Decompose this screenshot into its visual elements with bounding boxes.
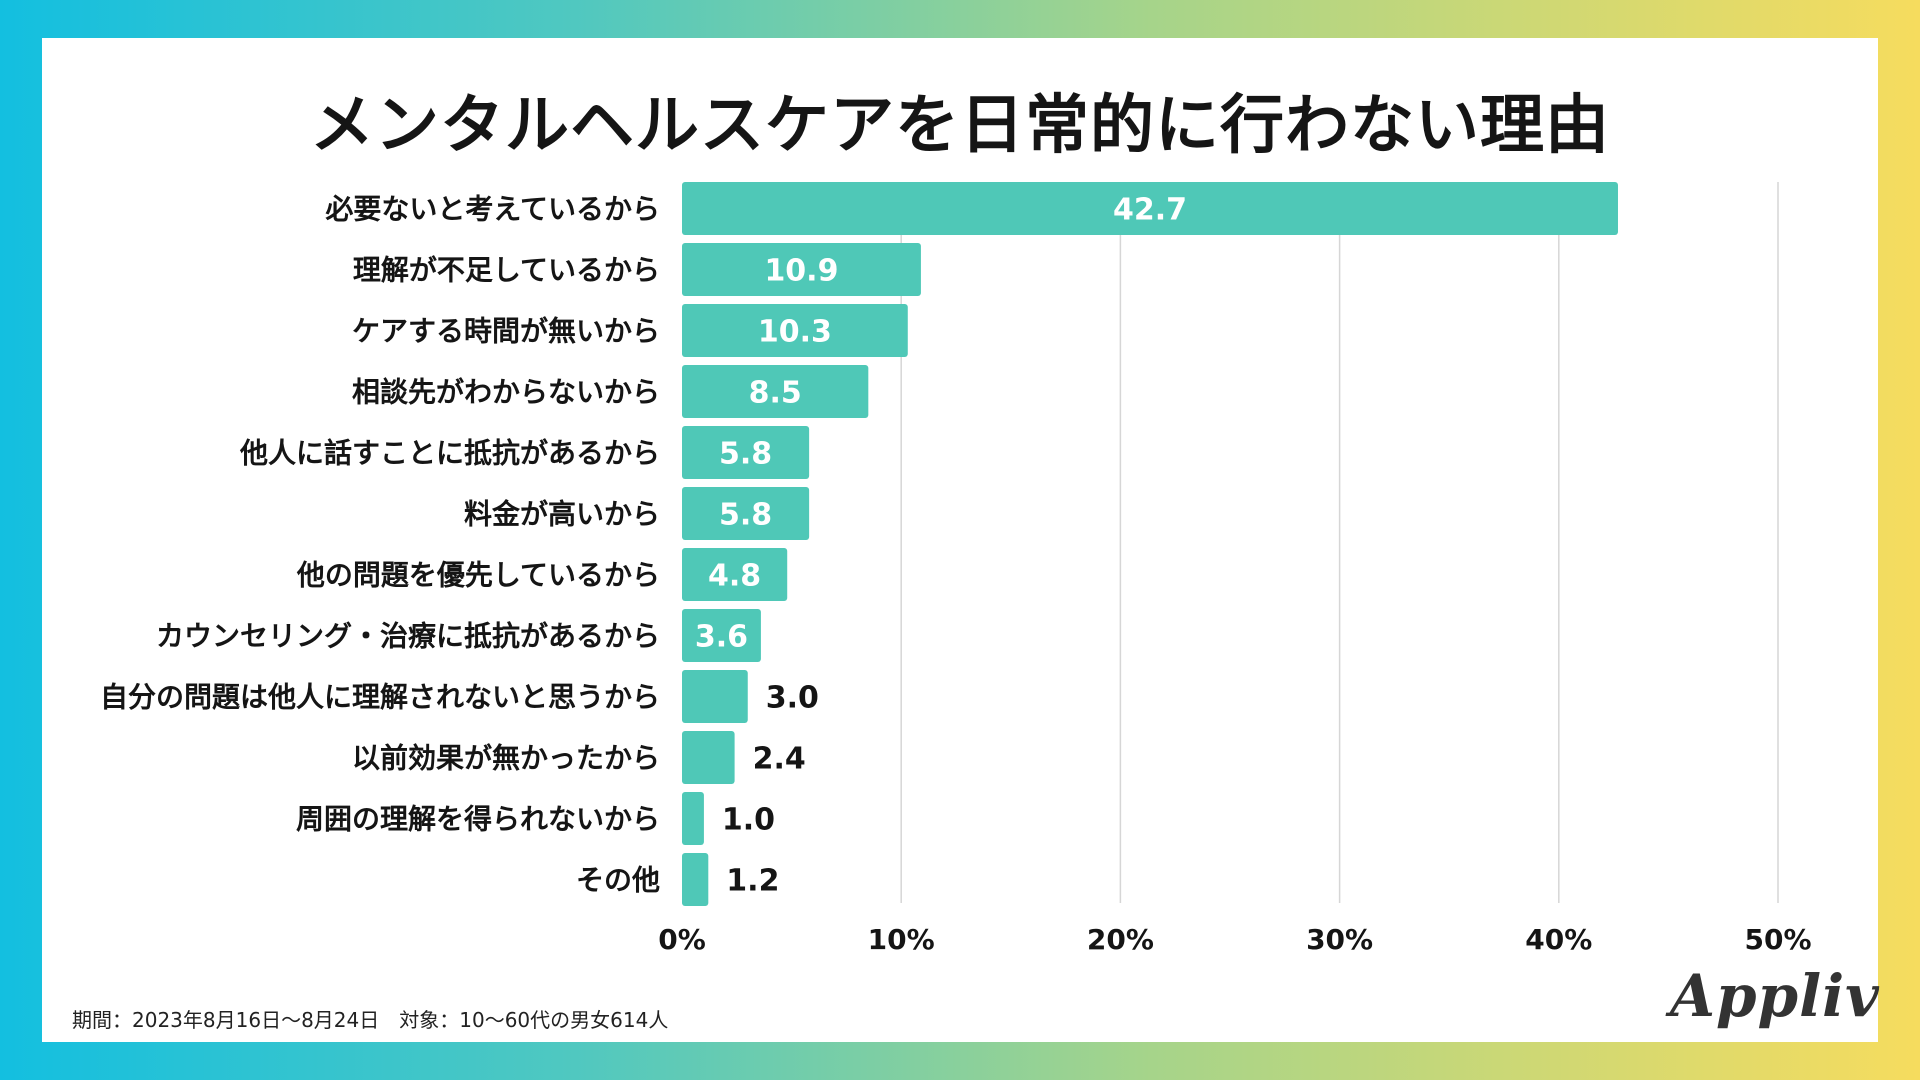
category-label: 他人に話すことに抵抗があるから: [239, 437, 660, 470]
x-tick-label: 30%: [1306, 923, 1373, 956]
bar: [682, 548, 788, 601]
value-label: 2.4: [753, 742, 806, 777]
x-tick-label: 50%: [1744, 923, 1811, 956]
category-label: 料金が高いから: [464, 498, 660, 531]
category-label: 相談先がわからないから: [352, 376, 660, 409]
bar: [682, 731, 735, 784]
x-tick-label: 10%: [868, 923, 935, 956]
bar: [682, 304, 908, 357]
category-label: 周囲の理解を得られないから: [296, 803, 660, 836]
x-tick-label: 0%: [658, 923, 706, 956]
category-label: ケアする時間が無いから: [352, 315, 660, 348]
bar: [682, 792, 704, 845]
category-label: 自分の問題は他人に理解されないと思うから: [100, 681, 660, 714]
value-label: 8.5: [749, 376, 802, 411]
chart-panel: メンタルヘルスケアを日常的に行わない理由 0% 10% 20% 30% 40% 50% 必要…: [42, 38, 1880, 1042]
value-label: 10.9: [764, 254, 838, 289]
applive-logo: Appliv: [1670, 962, 1880, 1030]
survey-footnote: 期間：2023年8月16日〜8月24日 対象：10〜60代の男女614人: [72, 1008, 669, 1032]
bar: [682, 243, 921, 296]
category-label: カウンセリング・治療に抵抗があるから: [156, 620, 660, 653]
value-label: 3.0: [766, 681, 819, 716]
x-tick-label: 20%: [1087, 923, 1154, 956]
bar: [682, 426, 810, 479]
category-label: その他: [576, 864, 660, 897]
value-label: 5.8: [719, 437, 772, 472]
bar: [682, 182, 1618, 235]
category-label: 理解が不足しているから: [353, 254, 660, 287]
bar-chart: 0% 10% 20% 30% 40% 50% 必要ないと考えているから 42.7 理解が不足して…: [100, 182, 1812, 956]
bar: [682, 487, 810, 540]
category-label: 他の問題を優先しているから: [296, 559, 660, 592]
chart-title: メンタルヘルスケアを日常的に行わない理由: [310, 89, 1610, 163]
value-label: 42.7: [1113, 193, 1187, 228]
value-label: 1.2: [726, 864, 779, 899]
value-label: 3.6: [695, 620, 748, 655]
value-label: 1.0: [722, 803, 775, 838]
category-label: 以前効果が無かったから: [352, 742, 660, 775]
value-label: 10.3: [758, 315, 832, 350]
category-label: 必要ないと考えているから: [325, 193, 660, 226]
value-label: 4.8: [708, 559, 761, 594]
bar: [682, 365, 869, 418]
bar: [682, 853, 709, 906]
bar: [682, 609, 761, 662]
x-tick-label: 40%: [1525, 923, 1592, 956]
value-label: 5.8: [719, 498, 772, 533]
bar: [682, 670, 748, 723]
